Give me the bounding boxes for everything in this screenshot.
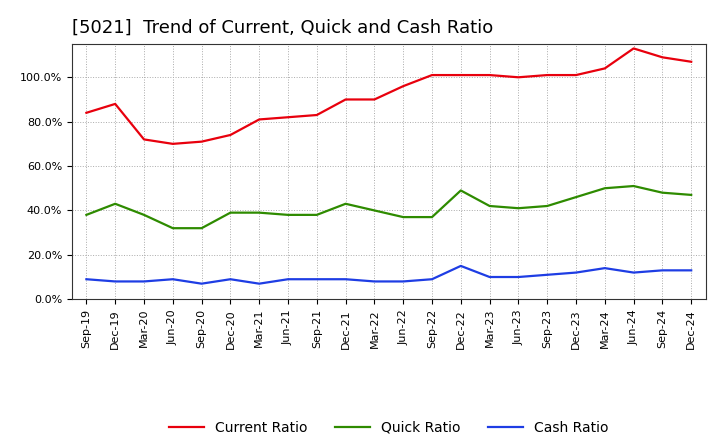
Cash Ratio xyxy=(514,275,523,280)
Cash Ratio xyxy=(658,268,667,273)
Cash Ratio xyxy=(140,279,148,284)
Cash Ratio xyxy=(226,277,235,282)
Quick Ratio xyxy=(514,205,523,211)
Cash Ratio xyxy=(428,277,436,282)
Quick Ratio xyxy=(600,186,609,191)
Cash Ratio xyxy=(687,268,696,273)
Cash Ratio xyxy=(168,277,177,282)
Quick Ratio xyxy=(284,212,292,217)
Quick Ratio xyxy=(226,210,235,215)
Legend: Current Ratio, Quick Ratio, Cash Ratio: Current Ratio, Quick Ratio, Cash Ratio xyxy=(163,415,614,440)
Current Ratio xyxy=(312,112,321,117)
Quick Ratio xyxy=(111,201,120,206)
Cash Ratio xyxy=(399,279,408,284)
Cash Ratio xyxy=(600,265,609,271)
Cash Ratio xyxy=(543,272,552,278)
Cash Ratio xyxy=(82,277,91,282)
Text: [5021]  Trend of Current, Quick and Cash Ratio: [5021] Trend of Current, Quick and Cash … xyxy=(72,19,493,37)
Quick Ratio xyxy=(168,226,177,231)
Cash Ratio xyxy=(629,270,638,275)
Quick Ratio xyxy=(82,212,91,217)
Quick Ratio xyxy=(399,214,408,220)
Current Ratio xyxy=(168,141,177,147)
Current Ratio xyxy=(572,73,580,78)
Quick Ratio xyxy=(456,188,465,193)
Current Ratio xyxy=(428,73,436,78)
Current Ratio xyxy=(82,110,91,115)
Quick Ratio xyxy=(140,212,148,217)
Current Ratio xyxy=(514,75,523,80)
Cash Ratio xyxy=(370,279,379,284)
Quick Ratio xyxy=(255,210,264,215)
Cash Ratio xyxy=(456,263,465,268)
Current Ratio xyxy=(197,139,206,144)
Current Ratio xyxy=(687,59,696,64)
Current Ratio xyxy=(226,132,235,138)
Quick Ratio xyxy=(485,203,494,209)
Current Ratio xyxy=(543,73,552,78)
Quick Ratio xyxy=(312,212,321,217)
Quick Ratio xyxy=(370,208,379,213)
Cash Ratio xyxy=(312,277,321,282)
Cash Ratio xyxy=(485,275,494,280)
Line: Quick Ratio: Quick Ratio xyxy=(86,186,691,228)
Current Ratio xyxy=(485,73,494,78)
Current Ratio xyxy=(284,114,292,120)
Quick Ratio xyxy=(687,192,696,198)
Cash Ratio xyxy=(284,277,292,282)
Line: Current Ratio: Current Ratio xyxy=(86,48,691,144)
Current Ratio xyxy=(600,66,609,71)
Cash Ratio xyxy=(341,277,350,282)
Cash Ratio xyxy=(572,270,580,275)
Line: Cash Ratio: Cash Ratio xyxy=(86,266,691,284)
Cash Ratio xyxy=(197,281,206,286)
Current Ratio xyxy=(658,55,667,60)
Current Ratio xyxy=(370,97,379,102)
Quick Ratio xyxy=(572,194,580,200)
Current Ratio xyxy=(111,101,120,106)
Current Ratio xyxy=(399,84,408,89)
Current Ratio xyxy=(341,97,350,102)
Quick Ratio xyxy=(658,190,667,195)
Cash Ratio xyxy=(111,279,120,284)
Quick Ratio xyxy=(629,183,638,189)
Quick Ratio xyxy=(197,226,206,231)
Quick Ratio xyxy=(428,214,436,220)
Current Ratio xyxy=(456,73,465,78)
Current Ratio xyxy=(629,46,638,51)
Cash Ratio xyxy=(255,281,264,286)
Quick Ratio xyxy=(341,201,350,206)
Current Ratio xyxy=(140,137,148,142)
Current Ratio xyxy=(255,117,264,122)
Quick Ratio xyxy=(543,203,552,209)
